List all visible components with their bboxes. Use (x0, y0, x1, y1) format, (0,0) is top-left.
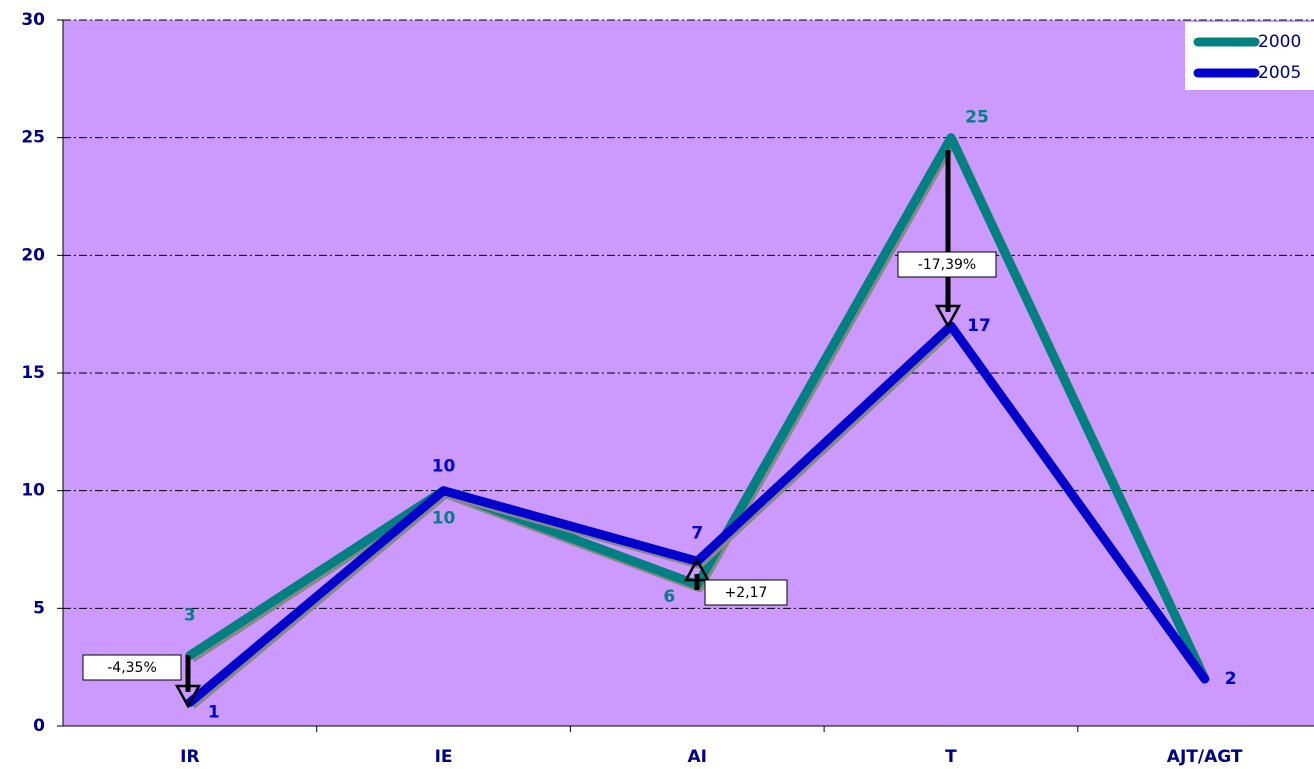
annotation-box (897, 251, 997, 278)
value-label: 10 (432, 457, 456, 477)
legend-label: 2005 (1258, 63, 1301, 83)
y-tick-label: 5 (33, 598, 45, 618)
arrow-head (934, 304, 962, 329)
y-tick-label: 30 (21, 10, 45, 30)
value-label: 2 (1225, 669, 1237, 689)
x-tick-label: AI (688, 747, 707, 767)
y-tick-label: 0 (33, 716, 45, 736)
value-label: 1 (208, 702, 220, 722)
annotation: -4,35% (107, 660, 157, 676)
y-tick-label: 20 (21, 245, 45, 265)
y-tick-label: 10 (21, 481, 45, 501)
value-label: 2 (1225, 669, 1237, 689)
legend-box (1185, 22, 1314, 90)
y-tick-label: 25 (21, 128, 45, 148)
value-label: 10 (432, 509, 456, 529)
x-tick-label: AJT/AGT (1167, 747, 1243, 767)
x-tick-label: IE (435, 747, 453, 767)
value-label: 7 (691, 523, 703, 543)
value-label: 25 (965, 108, 989, 128)
x-tick-label: IR (180, 747, 199, 767)
value-label: 6 (663, 587, 675, 607)
annotation-box (82, 654, 182, 681)
value-label: 3 (184, 605, 196, 625)
arrow-head (174, 684, 202, 709)
annotation: +2,17 (725, 585, 768, 601)
y-tick-label: 15 (21, 363, 45, 383)
value-label: 17 (967, 316, 991, 336)
annotation-box (704, 579, 788, 606)
annotation: -17,39% (918, 257, 976, 273)
x-tick-label: T (945, 747, 957, 767)
legend-label: 2000 (1258, 32, 1301, 52)
arrow-head (683, 557, 711, 582)
